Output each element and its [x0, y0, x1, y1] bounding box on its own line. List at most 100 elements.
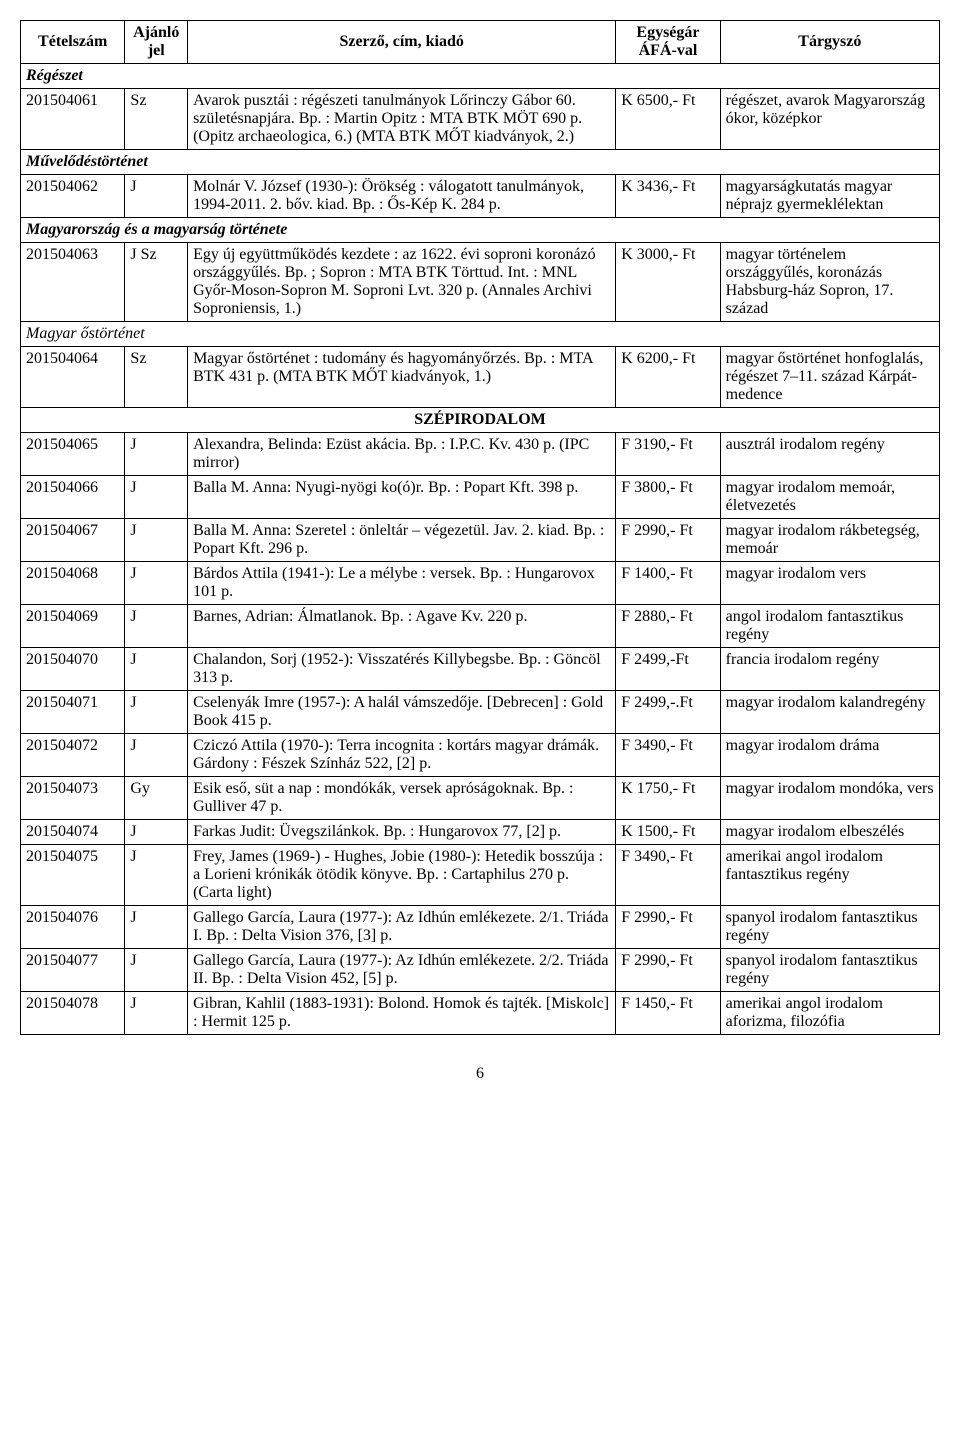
cell-subject: magyar őstörténet honfoglalás, régészet …	[720, 347, 939, 408]
cell-jel: J Sz	[125, 243, 188, 322]
table-row: 201504061 Sz Avarok pusztái : régészeti …	[21, 89, 940, 150]
cell-subject: angol irodalom fantasztikus regény	[720, 605, 939, 648]
table-row: 201504074 J Farkas Judit: Üvegszilánkok.…	[21, 820, 940, 845]
section-row: Régészet	[21, 64, 940, 89]
cell-desc: Frey, James (1969-) - Hughes, Jobie (198…	[188, 845, 616, 906]
cell-subject: magyar irodalom kalandregény	[720, 691, 939, 734]
cell-price: F 2990,- Ft	[616, 519, 720, 562]
cell-desc: Gallego García, Laura (1977-): Az Idhún …	[188, 949, 616, 992]
section-ostortenet: Magyar őstörténet	[21, 322, 940, 347]
cell-jel: J	[125, 605, 188, 648]
cell-id: 201504062	[21, 175, 125, 218]
cell-desc: Farkas Judit: Üvegszilánkok. Bp. : Hunga…	[188, 820, 616, 845]
section-regeszet: Régészet	[21, 64, 940, 89]
section-row: Művelődéstörténet	[21, 150, 940, 175]
cell-desc: Bárdos Attila (1941-): Le a mélybe : ver…	[188, 562, 616, 605]
table-row: 201504070 J Chalandon, Sorj (1952-): Vis…	[21, 648, 940, 691]
col-header-id: Tételszám	[21, 21, 125, 64]
cell-id: 201504066	[21, 476, 125, 519]
cell-id: 201504067	[21, 519, 125, 562]
cell-subject: amerikai angol irodalom fantasztikus reg…	[720, 845, 939, 906]
cell-subject: spanyol irodalom fantasztikus regény	[720, 906, 939, 949]
cell-desc: Magyar őstörténet : tudomány és hagyomán…	[188, 347, 616, 408]
section-magyarorszag: Magyarország és a magyarság története	[21, 218, 940, 243]
table-row: 201504075 J Frey, James (1969-) - Hughes…	[21, 845, 940, 906]
cell-jel: J	[125, 820, 188, 845]
table-row: 201504064 Sz Magyar őstörténet : tudomán…	[21, 347, 940, 408]
cell-id: 201504061	[21, 89, 125, 150]
cell-price: F 3490,- Ft	[616, 734, 720, 777]
col-header-subject: Tárgyszó	[720, 21, 939, 64]
cell-price: F 2499,-Ft	[616, 648, 720, 691]
cell-price: K 1750,- Ft	[616, 777, 720, 820]
cell-jel: J	[125, 992, 188, 1035]
cell-jel: J	[125, 648, 188, 691]
section-row: SZÉPIRODALOM	[21, 408, 940, 433]
table-row: 201504067 J Balla M. Anna: Szeretel : ön…	[21, 519, 940, 562]
cell-id: 201504068	[21, 562, 125, 605]
table-row: 201504065 J Alexandra, Belinda: Ezüst ak…	[21, 433, 940, 476]
cell-subject: francia irodalom regény	[720, 648, 939, 691]
cell-subject: magyar irodalom elbeszélés	[720, 820, 939, 845]
cell-jel: J	[125, 734, 188, 777]
cell-desc: Balla M. Anna: Nyugi-nyögi ko(ó)r. Bp. :…	[188, 476, 616, 519]
cell-subject: amerikai angol irodalom aforizma, filozó…	[720, 992, 939, 1035]
cell-desc: Esik eső, süt a nap : mondókák, versek a…	[188, 777, 616, 820]
table-row: 201504071 J Cselenyák Imre (1957-): A ha…	[21, 691, 940, 734]
cell-jel: J	[125, 175, 188, 218]
cell-jel: J	[125, 433, 188, 476]
cell-subject: magyar történelem országgyűlés, koronázá…	[720, 243, 939, 322]
table-row: 201504069 J Barnes, Adrian: Álmatlanok. …	[21, 605, 940, 648]
cell-id: 201504077	[21, 949, 125, 992]
cell-desc: Alexandra, Belinda: Ezüst akácia. Bp. : …	[188, 433, 616, 476]
cell-id: 201504069	[21, 605, 125, 648]
cell-subject: magyar irodalom dráma	[720, 734, 939, 777]
cell-subject: magyar irodalom vers	[720, 562, 939, 605]
cell-desc: Balla M. Anna: Szeretel : önleltár – vég…	[188, 519, 616, 562]
cell-price: F 1450,- Ft	[616, 992, 720, 1035]
cell-price: K 3000,- Ft	[616, 243, 720, 322]
table-row: 201504078 J Gibran, Kahlil (1883-1931): …	[21, 992, 940, 1035]
cell-price: K 6200,- Ft	[616, 347, 720, 408]
cell-id: 201504076	[21, 906, 125, 949]
section-szepirodalom: SZÉPIRODALOM	[21, 408, 940, 433]
cell-subject: magyarságkutatás magyar néprajz gyermekl…	[720, 175, 939, 218]
page-number: 6	[20, 1065, 940, 1083]
table-row: 201504063 J Sz Egy új együttműködés kezd…	[21, 243, 940, 322]
cell-id: 201504075	[21, 845, 125, 906]
cell-id: 201504070	[21, 648, 125, 691]
cell-id: 201504071	[21, 691, 125, 734]
section-row: Magyarország és a magyarság története	[21, 218, 940, 243]
cell-jel: J	[125, 949, 188, 992]
cell-jel: J	[125, 562, 188, 605]
cell-price: F 3190,- Ft	[616, 433, 720, 476]
cell-subject: spanyol irodalom fantasztikus regény	[720, 949, 939, 992]
cell-jel: Sz	[125, 347, 188, 408]
cell-id: 201504072	[21, 734, 125, 777]
cell-desc: Gallego García, Laura (1977-): Az Idhún …	[188, 906, 616, 949]
cell-desc: Egy új együttműködés kezdete : az 1622. …	[188, 243, 616, 322]
table-row: 201504073 Gy Esik eső, süt a nap : mondó…	[21, 777, 940, 820]
cell-jel: J	[125, 519, 188, 562]
cell-jel: J	[125, 691, 188, 734]
cell-desc: Avarok pusztái : régészeti tanulmányok L…	[188, 89, 616, 150]
col-header-price: Egységár ÁFÁ-val	[616, 21, 720, 64]
table-row: 201504076 J Gallego García, Laura (1977-…	[21, 906, 940, 949]
cell-price: F 1400,- Ft	[616, 562, 720, 605]
table-row: 201504072 J Cziczó Attila (1970-): Terra…	[21, 734, 940, 777]
section-muvelodes: Művelődéstörténet	[21, 150, 940, 175]
table-row: 201504062 J Molnár V. József (1930-): Ör…	[21, 175, 940, 218]
cell-desc: Cziczó Attila (1970-): Terra incognita :…	[188, 734, 616, 777]
table-row: 201504068 J Bárdos Attila (1941-): Le a …	[21, 562, 940, 605]
cell-desc: Gibran, Kahlil (1883-1931): Bolond. Homo…	[188, 992, 616, 1035]
cell-jel: Gy	[125, 777, 188, 820]
catalog-table: Tételszám Ajánló jel Szerző, cím, kiadó …	[20, 20, 940, 1035]
cell-desc: Chalandon, Sorj (1952-): Visszatérés Kil…	[188, 648, 616, 691]
cell-price: F 2990,- Ft	[616, 906, 720, 949]
cell-jel: J	[125, 476, 188, 519]
cell-id: 201504078	[21, 992, 125, 1035]
cell-jel: Sz	[125, 89, 188, 150]
page-container: Tételszám Ajánló jel Szerző, cím, kiadó …	[20, 20, 940, 1083]
col-header-jel: Ajánló jel	[125, 21, 188, 64]
cell-jel: J	[125, 906, 188, 949]
